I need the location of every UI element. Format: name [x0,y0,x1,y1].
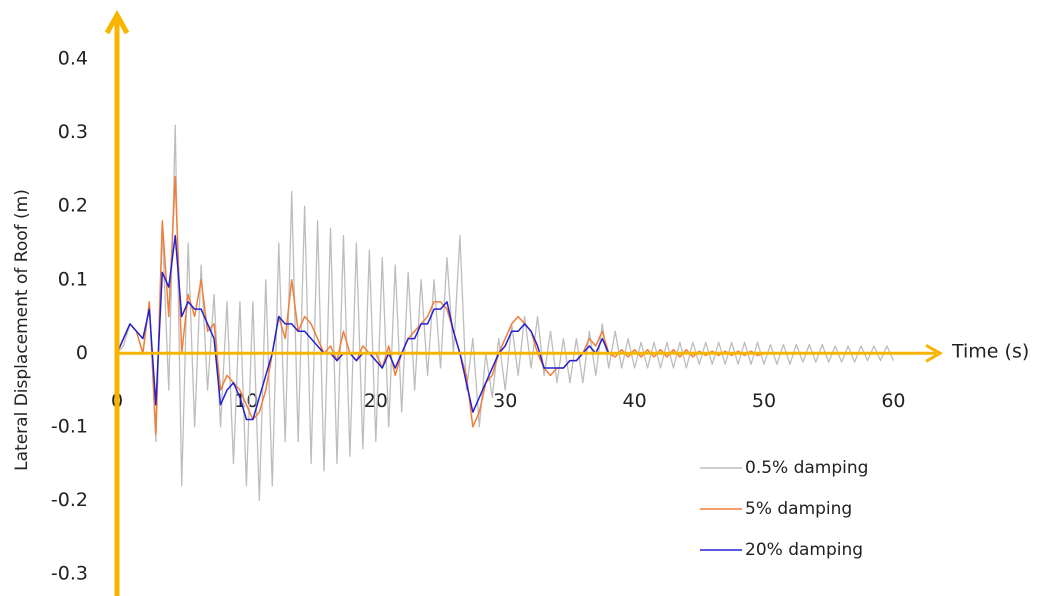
x-axis-arrow [925,344,944,363]
y-axis-arrow [104,9,130,35]
x-tick-label: 40 [623,390,647,412]
x-axis-label: Time (s) [951,341,1029,363]
y-tick-label: 0 [76,342,88,364]
x-tick-label: 50 [752,390,776,412]
y-axis-label: Lateral Displacement of Roof (m) [12,189,32,471]
x-tick-label: 20 [364,390,388,412]
data-line [116,124,895,502]
legend-text: 5% damping [745,499,852,519]
y-tick-label: -0.1 [51,415,88,437]
y-tick-label: 0.1 [58,268,88,290]
y-tick-label: 0.3 [58,121,88,143]
x-tick-label: 30 [493,390,517,412]
x-tick-label: 60 [881,390,905,412]
legend-text: 0.5% damping [745,458,868,478]
y-tick-label: 0.4 [58,48,88,70]
y-tick-label: -0.2 [51,489,88,511]
y-tick-label: -0.3 [51,562,88,584]
y-tick-label: 0.2 [58,195,88,217]
legend-text: 20% damping [745,540,863,560]
x-tick-label: 10 [234,390,258,412]
